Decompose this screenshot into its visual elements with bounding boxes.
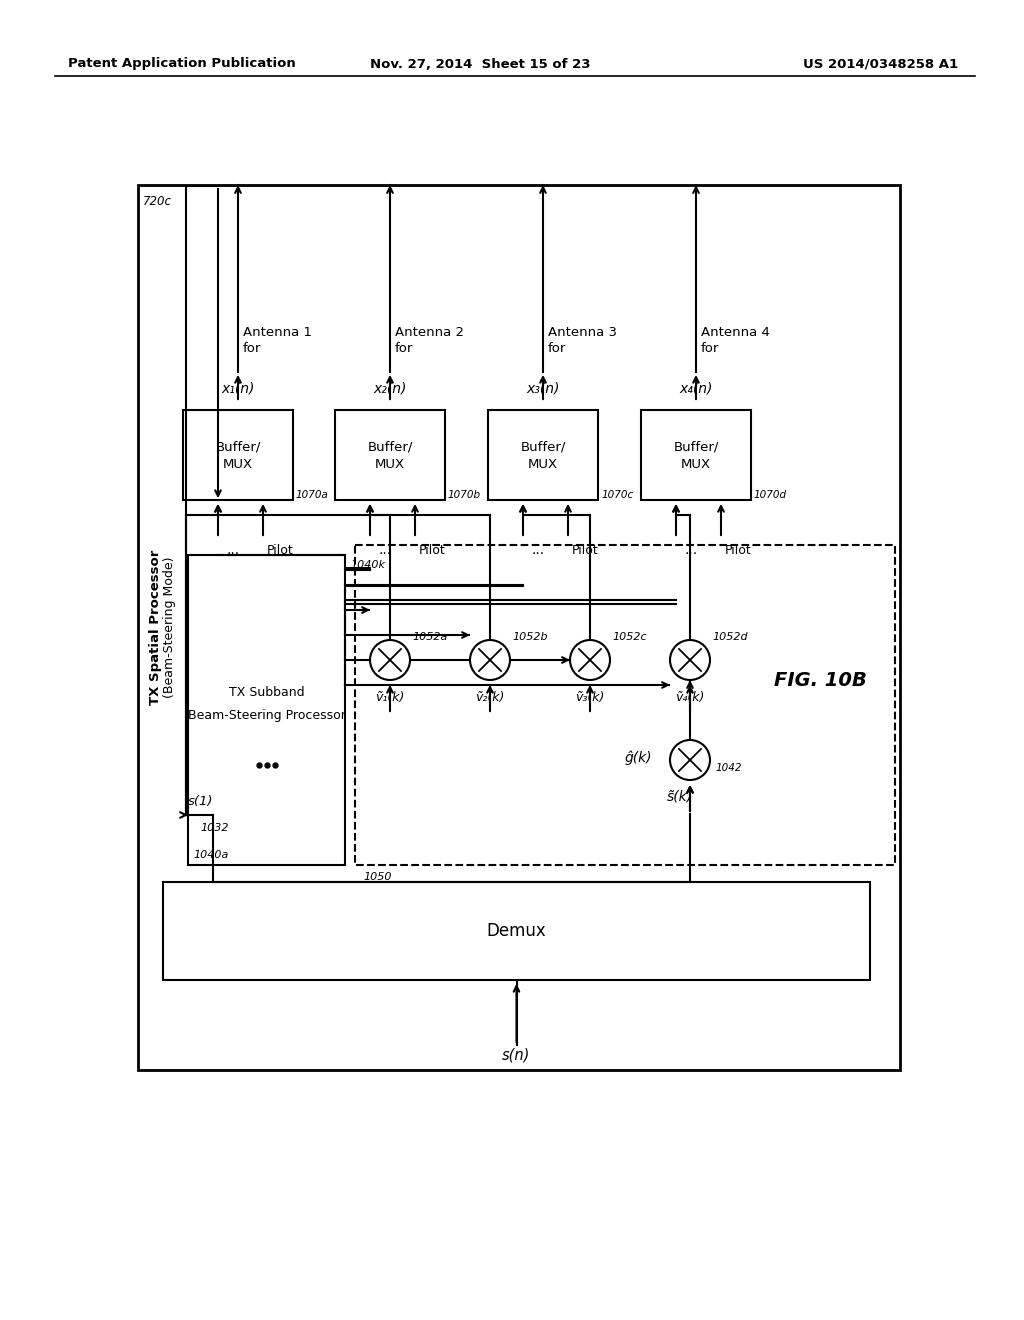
Text: ĝ(k): ĝ(k)	[625, 751, 651, 766]
Circle shape	[370, 640, 410, 680]
Text: Pilot: Pilot	[267, 544, 294, 557]
Text: x₂(n): x₂(n)	[374, 381, 407, 395]
Text: TX Spatial Processor: TX Spatial Processor	[150, 550, 163, 705]
Text: Buffer/: Buffer/	[520, 441, 565, 454]
Text: x₁(n): x₁(n)	[221, 381, 255, 395]
Text: MUX: MUX	[375, 458, 406, 471]
Text: 1052c: 1052c	[612, 632, 646, 642]
Circle shape	[670, 741, 710, 780]
Text: for: for	[243, 342, 261, 355]
Text: Beam-Steering Processor: Beam-Steering Processor	[187, 709, 345, 722]
Text: US 2014/0348258 A1: US 2014/0348258 A1	[803, 58, 958, 70]
Text: ṽ₄(k): ṽ₄(k)	[675, 690, 705, 704]
Text: 1040k: 1040k	[350, 560, 385, 570]
Circle shape	[570, 640, 610, 680]
Text: 1040a: 1040a	[193, 850, 228, 861]
Text: 1070b: 1070b	[449, 490, 481, 500]
Text: x₄(n): x₄(n)	[679, 381, 713, 395]
Text: 1032: 1032	[200, 822, 228, 833]
Text: 1050: 1050	[362, 873, 391, 882]
Text: FIG. 10B: FIG. 10B	[773, 671, 866, 689]
Text: Pilot: Pilot	[725, 544, 752, 557]
Text: ...: ...	[684, 543, 697, 557]
Text: Pilot: Pilot	[572, 544, 599, 557]
Circle shape	[670, 640, 710, 680]
Text: Antenna 4: Antenna 4	[701, 326, 770, 338]
Text: ṽ₁(k): ṽ₁(k)	[376, 690, 404, 704]
Text: Buffer/: Buffer/	[215, 441, 261, 454]
Text: 1052b: 1052b	[512, 632, 548, 642]
Text: 1070a: 1070a	[296, 490, 329, 500]
Circle shape	[470, 640, 510, 680]
Text: MUX: MUX	[528, 458, 558, 471]
Text: MUX: MUX	[681, 458, 711, 471]
Text: Antenna 1: Antenna 1	[243, 326, 312, 338]
Text: Nov. 27, 2014  Sheet 15 of 23: Nov. 27, 2014 Sheet 15 of 23	[370, 58, 590, 70]
Text: Pilot: Pilot	[419, 544, 445, 557]
Text: s̃(k): s̃(k)	[667, 789, 693, 804]
Text: for: for	[701, 342, 720, 355]
Text: 1070c: 1070c	[601, 490, 633, 500]
Text: x₃(n): x₃(n)	[526, 381, 560, 395]
Text: 1052a: 1052a	[412, 632, 447, 642]
Text: 1070d: 1070d	[754, 490, 787, 500]
Text: for: for	[548, 342, 566, 355]
Text: ...: ...	[531, 543, 545, 557]
Text: 720c: 720c	[143, 195, 172, 209]
Text: s(n): s(n)	[503, 1048, 530, 1063]
Text: Buffer/: Buffer/	[674, 441, 719, 454]
Text: s(1): s(1)	[188, 795, 213, 808]
Text: Antenna 3: Antenna 3	[548, 326, 617, 338]
Text: Buffer/: Buffer/	[368, 441, 413, 454]
Text: ...: ...	[379, 543, 391, 557]
Text: for: for	[395, 342, 414, 355]
Text: 1042: 1042	[715, 763, 741, 774]
Text: ...: ...	[226, 543, 240, 557]
Text: Patent Application Publication: Patent Application Publication	[68, 58, 296, 70]
Text: Demux: Demux	[486, 921, 547, 940]
Text: Antenna 2: Antenna 2	[395, 326, 464, 338]
Text: TX Subband: TX Subband	[228, 685, 304, 698]
Text: ṽ₂(k): ṽ₂(k)	[475, 690, 505, 704]
Text: (Beam-Steering Mode): (Beam-Steering Mode)	[164, 557, 176, 698]
Text: ṽ₃(k): ṽ₃(k)	[575, 690, 605, 704]
Text: MUX: MUX	[223, 458, 253, 471]
Text: 1052d: 1052d	[712, 632, 748, 642]
